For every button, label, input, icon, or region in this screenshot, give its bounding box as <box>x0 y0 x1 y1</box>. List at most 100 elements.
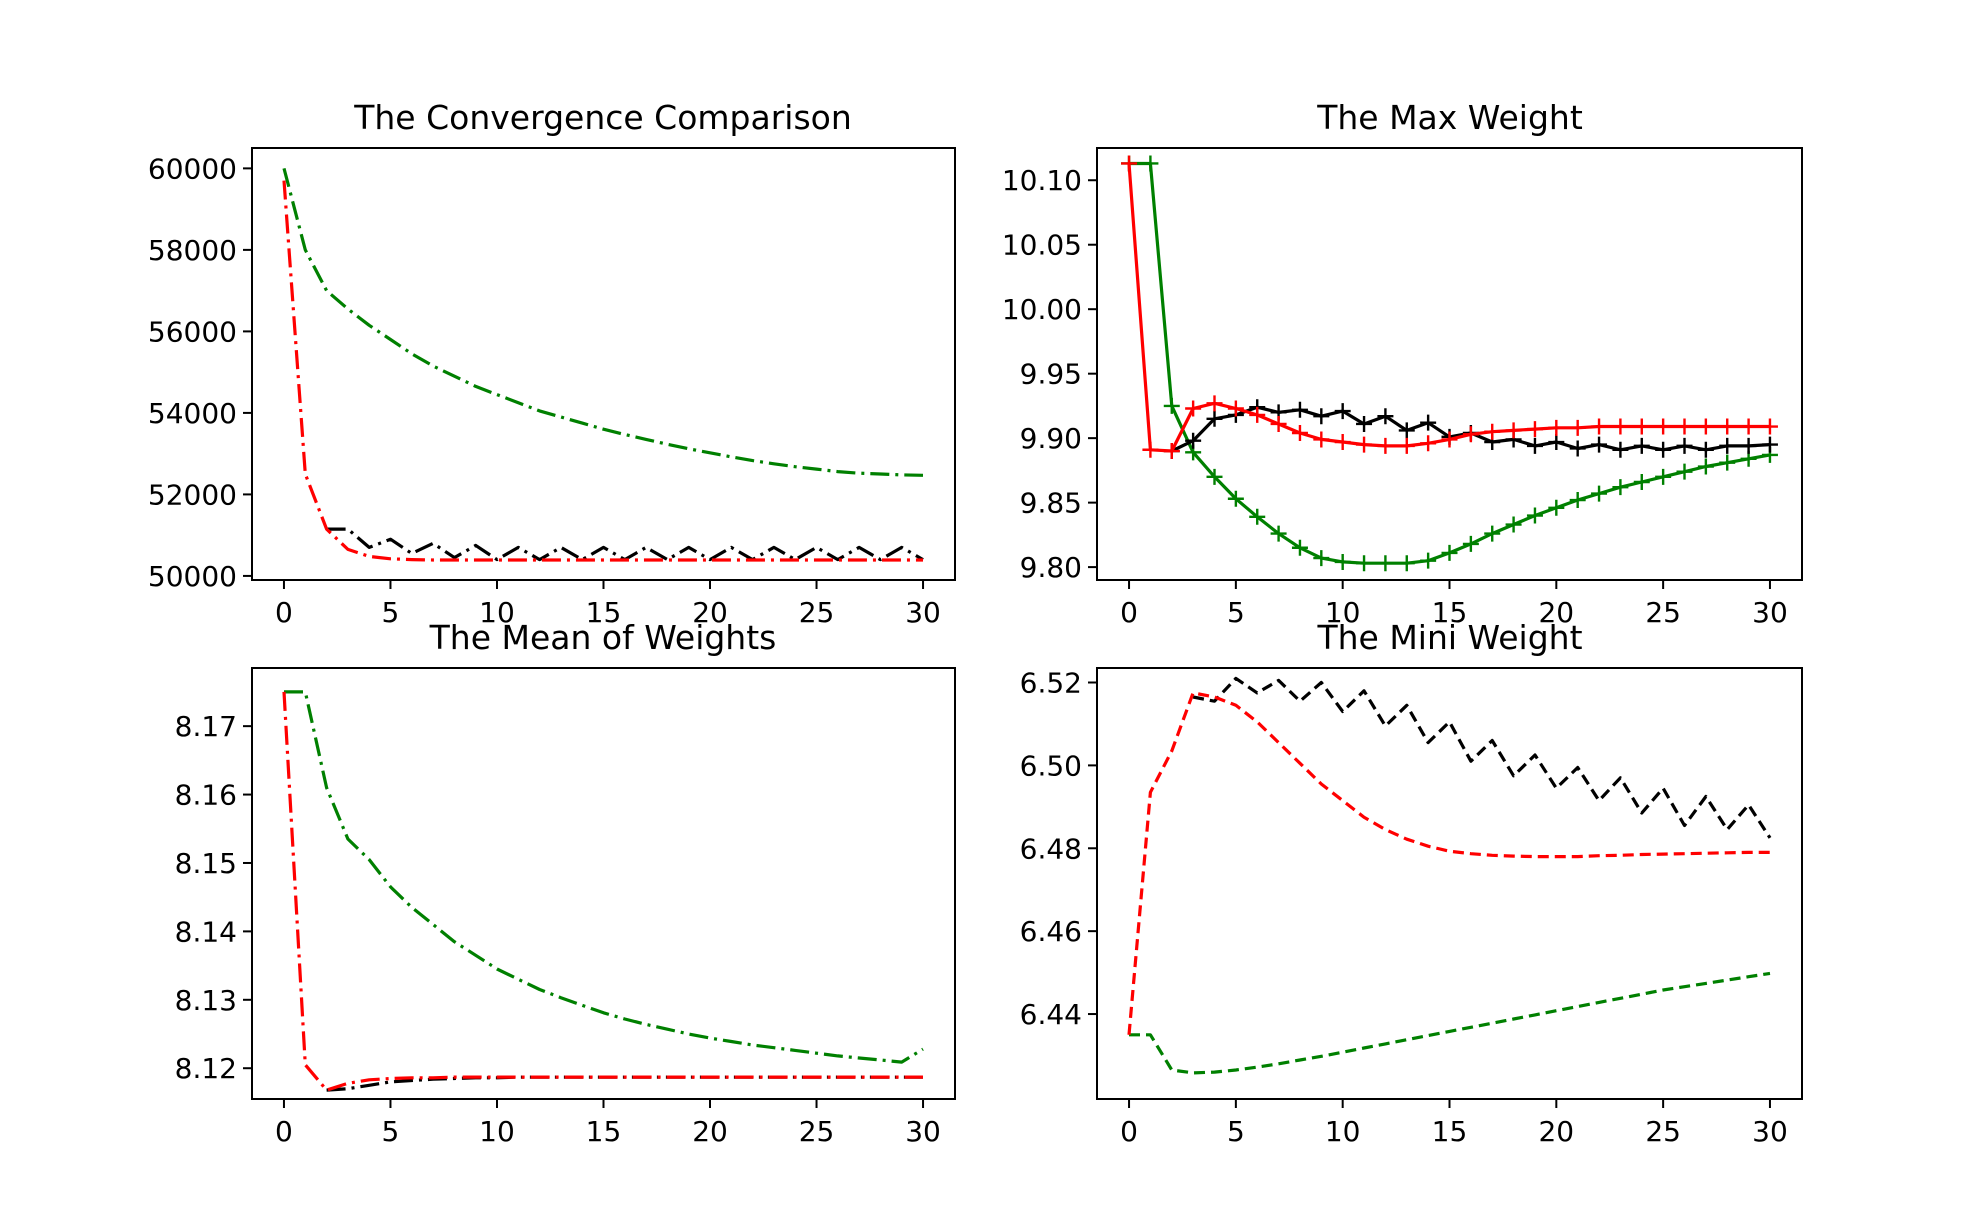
data-point-marker <box>1313 550 1330 567</box>
x-tick-label: 25 <box>1645 596 1681 629</box>
y-tick-label: 10.00 <box>1002 293 1082 326</box>
subplot-title: The Mini Weight <box>1316 618 1582 657</box>
data-point-marker <box>1334 403 1351 420</box>
data-point-marker <box>1719 437 1736 454</box>
x-tick-label: 5 <box>382 596 400 629</box>
x-tick-label: 20 <box>1538 1115 1574 1148</box>
data-point-marker <box>1719 454 1736 471</box>
data-point-marker <box>1569 440 1586 457</box>
x-tick-label: 10 <box>1325 596 1361 629</box>
x-tick-label: 10 <box>479 596 515 629</box>
subplot-title: The Convergence Comparison <box>353 98 852 137</box>
data-point-marker <box>1569 419 1586 436</box>
data-point-marker <box>1227 490 1244 507</box>
y-tick-label: 9.90 <box>1020 422 1082 455</box>
data-point-marker <box>1761 436 1778 453</box>
data-point-marker <box>1441 431 1458 448</box>
data-point-marker <box>1206 410 1223 427</box>
y-tick-label: 8.16 <box>175 779 237 812</box>
data-point-marker <box>1697 441 1714 458</box>
x-tick-label: 30 <box>1752 596 1788 629</box>
x-tick-label: 20 <box>1538 596 1574 629</box>
data-point-marker <box>1676 463 1693 480</box>
y-tick-label: 6.48 <box>1020 832 1082 865</box>
plot-area: 0 5 10 15 20 25 30 9.80 9.85 9.90 9.95 10.00 10.05 10… <box>1002 147 1803 629</box>
data-point-marker <box>1313 408 1330 425</box>
data-point-marker <box>1655 418 1672 435</box>
data-point-marker <box>1655 468 1672 485</box>
data-point-marker <box>1121 155 1138 172</box>
x-tick-label: 30 <box>1752 1115 1788 1148</box>
data-point-marker <box>1249 508 1266 525</box>
x-tick-label: 10 <box>1325 1115 1361 1148</box>
data-point-marker <box>1334 553 1351 570</box>
y-tick-label: 60000 <box>148 152 237 185</box>
x-tick-label: 5 <box>382 1115 400 1148</box>
x-tick-label: 15 <box>1432 596 1468 629</box>
data-point-marker <box>1441 544 1458 561</box>
data-point-marker <box>1505 516 1522 533</box>
data-point-marker <box>1591 418 1608 435</box>
data-point-marker <box>1569 492 1586 509</box>
data-point-marker <box>1398 422 1415 439</box>
subplot-convergence-comparison: The Convergence Comparison 0 5 10 15 20 25 30 5… <box>148 98 956 629</box>
x-tick-label: 10 <box>479 1115 515 1148</box>
data-point-marker <box>1505 422 1522 439</box>
data-point-marker <box>1462 535 1479 552</box>
x-tick-label: 20 <box>692 596 728 629</box>
data-point-marker <box>1377 408 1394 425</box>
data-point-marker <box>1740 437 1757 454</box>
data-point-marker <box>1377 555 1394 572</box>
y-tick-label: 8.12 <box>175 1052 237 1085</box>
y-tick-label: 6.50 <box>1020 749 1082 782</box>
data-point-marker <box>1612 479 1629 496</box>
x-tick-label: 0 <box>275 596 293 629</box>
data-point-marker <box>1612 441 1629 458</box>
x-tick-label: 5 <box>1227 596 1245 629</box>
y-tick-label: 52000 <box>148 478 237 511</box>
x-tick-label: 0 <box>1120 1115 1138 1148</box>
y-tick-label: 54000 <box>148 397 237 430</box>
x-tick-label: 0 <box>1120 596 1138 629</box>
data-point-marker <box>1548 434 1565 451</box>
data-point-marker <box>1142 155 1159 172</box>
y-tick-label: 6.52 <box>1020 667 1082 700</box>
data-point-marker <box>1612 418 1629 435</box>
series-group <box>282 167 924 562</box>
y-tick-label: 9.85 <box>1020 487 1082 520</box>
data-point-marker <box>1526 421 1543 438</box>
x-tick-label: 25 <box>799 1115 835 1148</box>
data-point-marker <box>1484 423 1501 440</box>
subplot-mini-weight: The Mini Weight 0 5 10 15 20 25 30 6.44 6.46 6.48… <box>1020 618 1803 1148</box>
y-tick-label: 10.10 <box>1002 164 1082 197</box>
series-line <box>282 180 923 562</box>
y-tick-label: 9.80 <box>1020 551 1082 584</box>
data-point-marker <box>1249 406 1266 423</box>
data-point-marker <box>1291 424 1308 441</box>
data-point-marker <box>1719 418 1736 435</box>
data-point-marker <box>1548 419 1565 436</box>
series-line <box>282 167 924 477</box>
data-point-marker <box>1206 468 1223 485</box>
data-point-marker <box>1676 418 1693 435</box>
x-tick-label: 15 <box>586 1115 622 1148</box>
series-line <box>1192 676 1772 839</box>
x-tick-label: 15 <box>1432 1115 1468 1148</box>
plot-area: 0 5 10 15 20 25 30 50000 52000 54000 56000 58000 600… <box>148 147 956 629</box>
subplot-title: The Max Weight <box>1316 98 1583 137</box>
data-point-marker <box>1420 552 1437 569</box>
x-tick-label: 0 <box>275 1115 293 1148</box>
data-point-marker <box>1163 443 1180 460</box>
subplot-title: The Mean of Weights <box>429 618 777 657</box>
subplot-mean-of-weights: The Mean of Weights 0 5 10 15 20 25 30 8.12 8.13… <box>175 618 956 1148</box>
series-line <box>282 691 923 1092</box>
y-tick-label: 50000 <box>148 560 237 593</box>
data-point-marker <box>1398 437 1415 454</box>
data-point-marker <box>1591 436 1608 453</box>
data-point-marker <box>1206 395 1223 412</box>
data-point-marker <box>1655 441 1672 458</box>
x-tick-label: 15 <box>586 596 622 629</box>
y-tick-label: 9.95 <box>1020 358 1082 391</box>
y-tick-label: 8.15 <box>175 847 237 880</box>
data-point-marker <box>1676 437 1693 454</box>
